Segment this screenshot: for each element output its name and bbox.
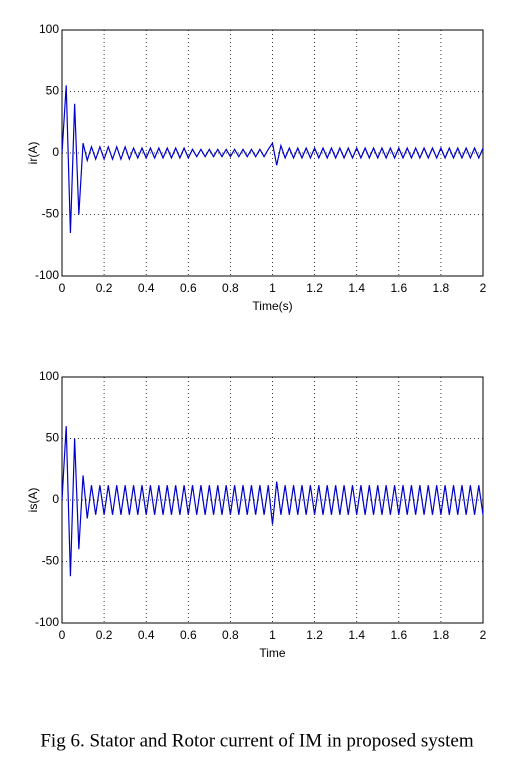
x-tick-label: 1.4 (348, 628, 365, 642)
x-tick-label: 0.6 (180, 628, 197, 642)
x-axis-label: Time(s) (252, 299, 292, 313)
y-axis-label: ir(A) (26, 142, 40, 165)
y-tick-label: 0 (52, 145, 59, 159)
y-tick-label: 100 (39, 22, 59, 36)
x-tick-label: 0.2 (96, 281, 113, 295)
y-tick-label: -100 (35, 268, 59, 282)
x-tick-label: 2 (480, 628, 487, 642)
y-tick-label: 100 (39, 369, 59, 383)
x-tick-label: 0 (59, 281, 66, 295)
y-tick-label: -100 (35, 615, 59, 629)
x-tick-label: 1 (269, 628, 276, 642)
x-tick-label: 1.2 (306, 281, 323, 295)
y-tick-label: 50 (46, 84, 60, 98)
x-tick-label: 1.8 (433, 281, 450, 295)
y-tick-label: 0 (52, 492, 59, 506)
x-tick-label: 1.4 (348, 281, 365, 295)
x-tick-label: 0.4 (138, 628, 155, 642)
y-tick-label: -50 (42, 554, 60, 568)
x-tick-label: 1.6 (390, 281, 407, 295)
x-tick-label: 1 (269, 281, 276, 295)
y-tick-label: -50 (42, 207, 60, 221)
x-tick-label: 1.8 (433, 628, 450, 642)
x-tick-label: 0 (59, 628, 66, 642)
x-tick-label: 0.8 (222, 281, 239, 295)
x-tick-label: 2 (480, 281, 487, 295)
x-tick-label: 0.8 (222, 628, 239, 642)
x-tick-label: 0.4 (138, 281, 155, 295)
series-line (61, 426, 484, 577)
x-tick-label: 1.2 (306, 628, 323, 642)
y-tick-label: 50 (46, 431, 60, 445)
y-axis-label: is(A) (26, 488, 40, 513)
x-axis-label: Time (259, 646, 286, 660)
x-tick-label: 0.2 (96, 628, 113, 642)
x-tick-label: 0.6 (180, 281, 197, 295)
caption: Fig 6. Stator and Rotor current of IM in… (40, 730, 473, 751)
x-tick-label: 1.6 (390, 628, 407, 642)
series-line (61, 85, 484, 233)
